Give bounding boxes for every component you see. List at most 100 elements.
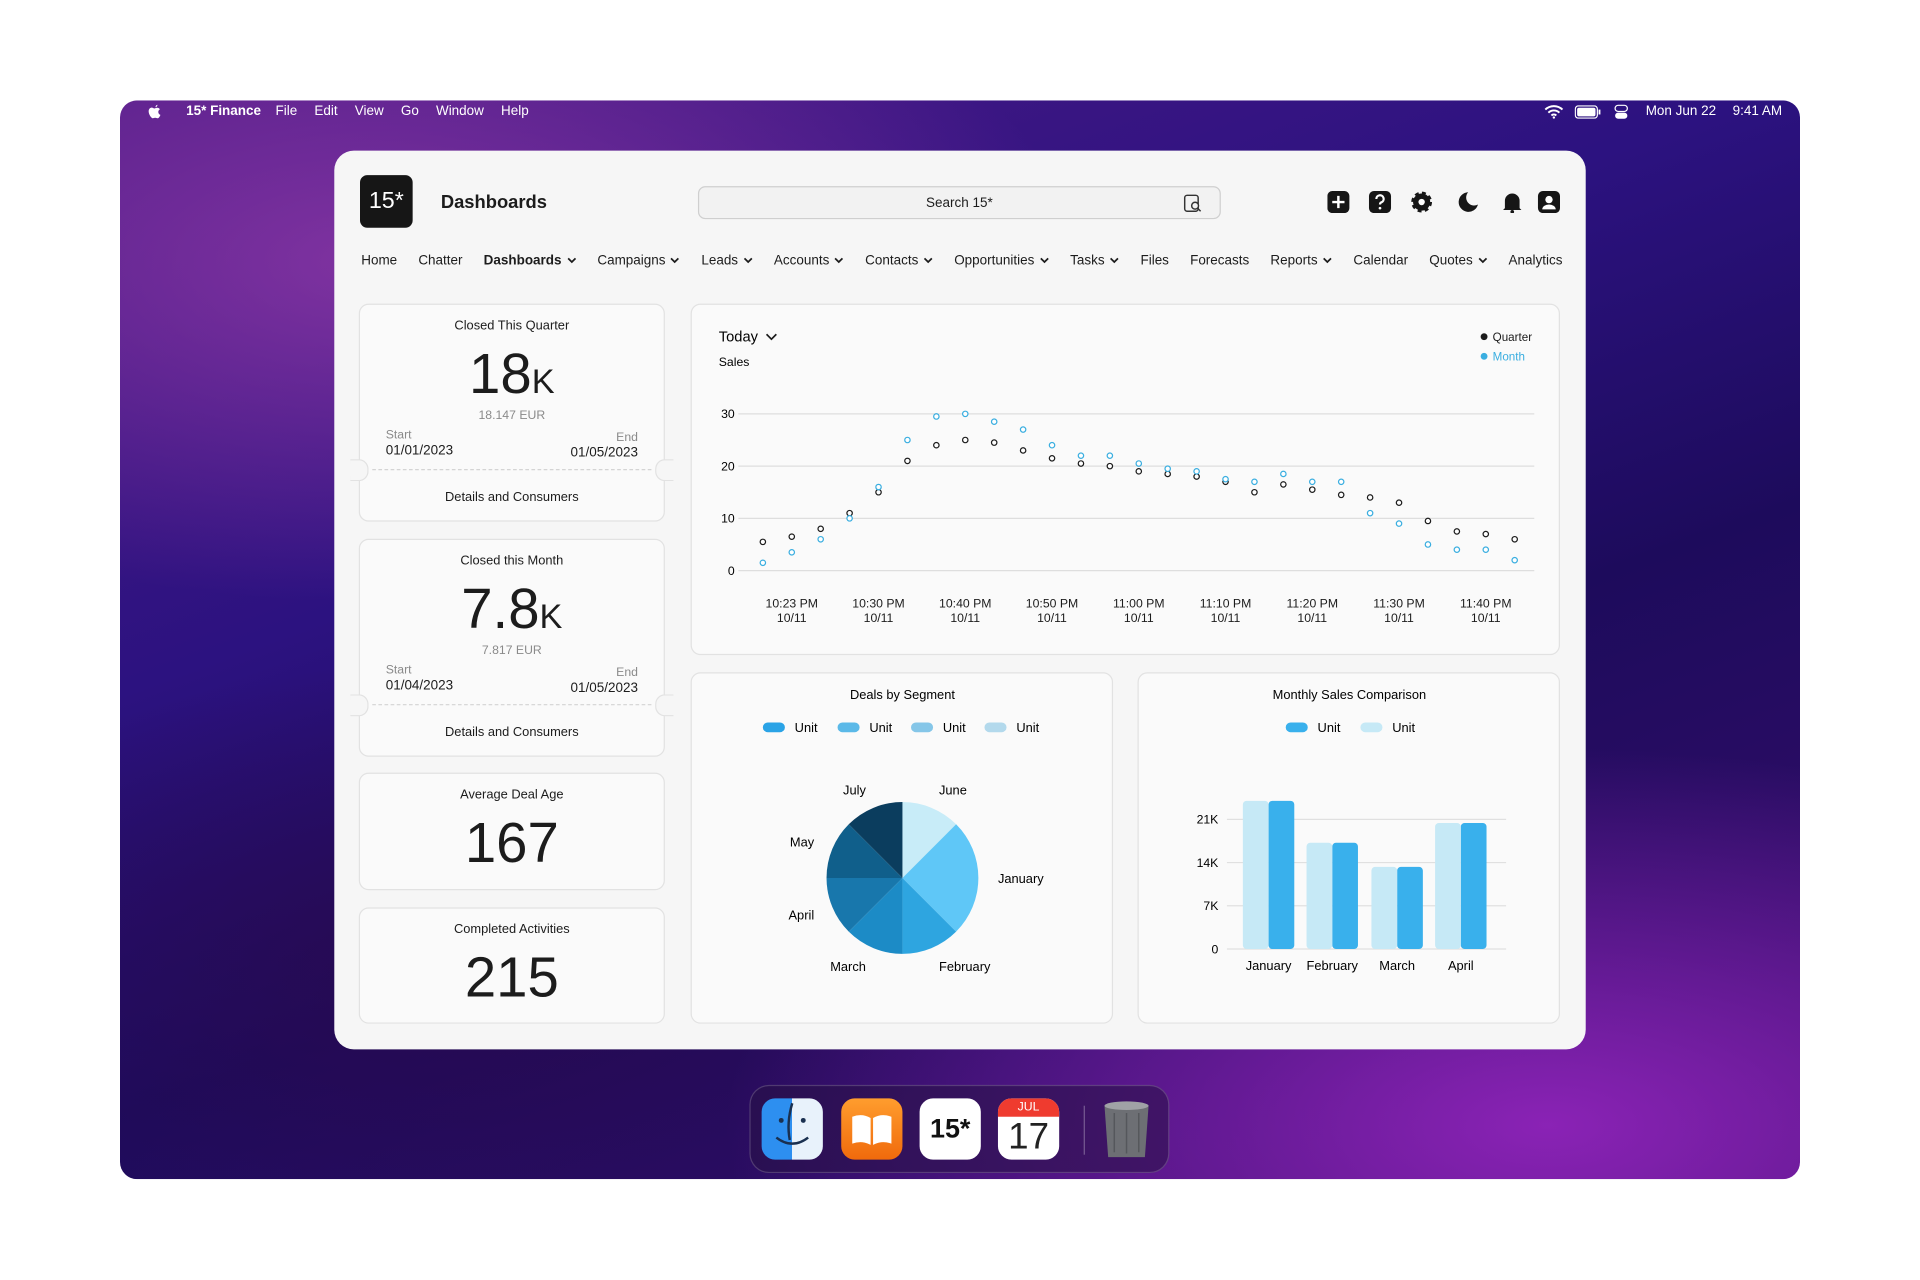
data-point: [1366, 509, 1374, 517]
chevron-path: [567, 257, 576, 264]
data-point: [933, 441, 940, 449]
data-point: [1135, 460, 1143, 467]
nav-item[interactable]: Chatter: [418, 253, 462, 268]
control-center-icon[interactable]: [1614, 104, 1629, 120]
legend-dot: [1480, 333, 1488, 341]
pie-slice: [826, 877, 903, 932]
data-point: [817, 525, 824, 533]
nav-label: Chatter: [418, 253, 463, 269]
search-icon[interactable]: [1183, 193, 1203, 213]
nav-label: Quotes: [1429, 253, 1473, 269]
data-point: [990, 439, 998, 446]
nav-label: Reports: [1270, 253, 1318, 269]
nav-label: Campaigns: [597, 253, 666, 269]
nav-item[interactable]: Quotes: [1429, 253, 1487, 268]
data-point: [1280, 470, 1287, 478]
chart-title[interactable]: Today: [719, 330, 759, 346]
legend-swatch: [911, 722, 934, 733]
data-point: [1077, 452, 1085, 459]
nav-item[interactable]: Tasks: [1070, 253, 1119, 268]
data-point: [1395, 520, 1403, 527]
nav-item[interactable]: Analytics: [1509, 253, 1563, 268]
books-icon[interactable]: [841, 1098, 903, 1160]
x-tick-label: 11:10 PM 10/11: [1199, 597, 1252, 626]
menu-date: Mon Jun 22: [1645, 104, 1717, 119]
data-point: [1019, 447, 1027, 454]
nav-item[interactable]: Dashboards: [484, 253, 577, 268]
legend-label: Month: [1493, 351, 1525, 364]
sales-chart: Today Sales 0 10 20 30 Quarter Month: [719, 330, 1535, 578]
menu-time: 9:41 AM: [1732, 104, 1783, 119]
y-tick-label: 14K: [1197, 856, 1220, 870]
card-value: 18K: [360, 342, 664, 414]
nav-label: Forecasts: [1190, 253, 1250, 269]
data-point: [1193, 473, 1200, 480]
calendar-icon[interactable]: JUL 17: [997, 1098, 1060, 1160]
logo[interactable]: 15*: [360, 175, 413, 228]
nav-item[interactable]: Opportunities: [954, 253, 1049, 268]
settings-button[interactable]: [1411, 191, 1433, 213]
nav-item[interactable]: Leads: [701, 253, 753, 268]
profile-button[interactable]: [1537, 191, 1561, 214]
finder-icon[interactable]: [761, 1098, 823, 1160]
start-date: 01/04/2023: [385, 678, 454, 694]
nav-item[interactable]: Contacts: [865, 253, 933, 268]
wifi-icon[interactable]: [1544, 104, 1564, 119]
nav-item[interactable]: Home: [361, 253, 397, 268]
chart-title: Deals by Segment: [850, 687, 955, 702]
segment-chart: Deals by Segment Unit Unit Unit Unit June Jan…: [762, 687, 1044, 974]
chevron-icon: [1110, 257, 1119, 264]
menu-item[interactable]: File: [275, 104, 298, 119]
battery-icon[interactable]: [1574, 105, 1602, 119]
slice-label: July: [843, 783, 866, 798]
search-box[interactable]: Search 15*: [697, 186, 1221, 220]
data-point: [904, 457, 911, 465]
notifications-button[interactable]: [1503, 193, 1522, 214]
menu-item[interactable]: Help: [501, 104, 529, 119]
add-button[interactable]: [1327, 191, 1350, 214]
pie-slice: [848, 802, 903, 878]
range-dropdown[interactable]: Today: [719, 330, 777, 346]
finance-app-icon[interactable]: 15*: [919, 1098, 981, 1160]
comparison-chart: Monthly Sales Comparison Unit Unit 0 7K 14K 2…: [1197, 687, 1507, 973]
data-point: [961, 436, 969, 444]
menu-item[interactable]: Window: [435, 104, 484, 119]
trash-icon[interactable]: [1100, 1098, 1154, 1159]
data-point: [788, 533, 796, 540]
data-point: [1251, 488, 1258, 496]
nav-label: Tasks: [1070, 253, 1105, 269]
card-value-unit: K: [531, 362, 555, 401]
dark-mode-button[interactable]: [1458, 192, 1478, 212]
chevron-path: [743, 257, 753, 264]
details-link[interactable]: Details and Consumers: [445, 724, 579, 740]
stat-card: Closed this Month 7.8K 7.817 EUR Start 01/04…: [350, 538, 674, 757]
app-name[interactable]: 15* Finance: [186, 104, 261, 119]
x-tick-label: 10:30 PM 10/11: [852, 597, 905, 626]
stat-card: Closed This Quarter 18K 18.147 EUR Start 01/…: [350, 303, 674, 522]
chevron-icon: [923, 257, 933, 264]
data-point: [933, 413, 940, 420]
menu-item[interactable]: Edit: [314, 104, 338, 119]
details-link[interactable]: Details and Consumers: [445, 489, 579, 505]
apple-icon[interactable]: [147, 104, 162, 120]
card-title: Closed this Month: [460, 553, 564, 569]
menu-item[interactable]: View: [354, 104, 384, 119]
start-label: Start: [385, 663, 412, 678]
nav-item[interactable]: Calendar: [1353, 253, 1408, 268]
notch: [350, 459, 369, 482]
nav-item[interactable]: Files: [1140, 253, 1168, 268]
chevron-path: [1323, 257, 1332, 264]
card-value-number: 215: [464, 945, 559, 1009]
toolbar-icons: [1327, 191, 1561, 214]
menu-item[interactable]: Go: [400, 104, 419, 119]
data-point: [961, 410, 969, 418]
nav-item[interactable]: Forecasts: [1190, 253, 1249, 268]
notch: [350, 694, 369, 717]
data-point: [1453, 546, 1461, 554]
help-button[interactable]: [1368, 191, 1392, 214]
nav-item[interactable]: Reports: [1270, 253, 1332, 268]
nav-item[interactable]: Accounts: [774, 253, 844, 268]
legend-label: Quarter: [1493, 331, 1533, 344]
nav-item[interactable]: Campaigns: [597, 253, 680, 268]
